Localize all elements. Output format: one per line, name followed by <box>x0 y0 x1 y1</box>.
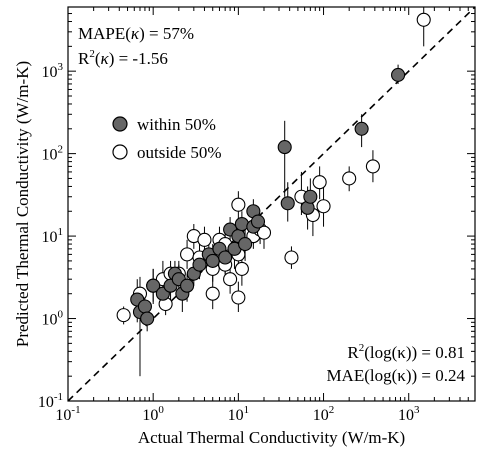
y-tick-label: 102 <box>42 144 64 164</box>
r2-log-annotation: R2(log(κ)) = 0.81 <box>347 342 465 362</box>
point-outside-50 <box>205 286 220 301</box>
legend: within 50% outside 50% <box>112 115 222 162</box>
point-outside-50 <box>316 199 331 214</box>
point-within-50 <box>140 311 155 326</box>
mape-kappa: κ <box>131 24 140 43</box>
x-tick-label: 102 <box>313 404 335 424</box>
point-within-50 <box>280 196 295 211</box>
r2-annotation: R2(κ) = -1.56 <box>78 48 168 68</box>
legend-marker-outside <box>112 144 128 160</box>
parity-line-layer <box>68 7 475 401</box>
r2-log-superscript: 2 <box>359 342 365 354</box>
r2-prefix: R <box>78 49 90 68</box>
point-within-50 <box>205 253 220 268</box>
point-within-50 <box>277 140 292 155</box>
y-tick-label: 100 <box>42 309 64 329</box>
mape-suffix: ) = 57% <box>139 24 194 43</box>
y-tick-label: 101 <box>42 226 64 246</box>
x-axis-label: Actual Thermal Conductivity (W/m-K) <box>138 428 405 447</box>
mape-annotation: MAPE(κ) = 57% <box>78 24 194 43</box>
point-outside-50 <box>231 290 246 305</box>
r2-mid: ( <box>95 49 101 68</box>
point-outside-50 <box>231 197 246 212</box>
y-axis-label: Predicted Thermal Conductivity (W/m-K) <box>13 61 32 347</box>
point-outside-50 <box>416 12 431 27</box>
y-tick-label: 103 <box>42 61 64 81</box>
point-within-50 <box>354 121 369 136</box>
point-within-50 <box>180 278 195 293</box>
mae-log-annotation: MAE(log(κ)) = 0.24 <box>326 366 465 385</box>
point-within-50 <box>234 216 249 232</box>
x-tick-label: 103 <box>398 404 420 424</box>
point-outside-50 <box>365 159 380 174</box>
legend-marker-within <box>112 116 128 132</box>
r2-kappa: κ <box>101 49 110 68</box>
point-outside-50 <box>234 261 249 276</box>
x-tick-label: 101 <box>228 404 250 424</box>
parity-line <box>68 7 475 401</box>
point-within-50 <box>192 257 207 272</box>
r2-suffix: ) = -1.56 <box>109 49 168 68</box>
point-outside-50 <box>342 171 357 186</box>
point-outside-50 <box>197 232 212 247</box>
x-tick-label: 10-1 <box>55 404 80 424</box>
y-tick-label: 10-1 <box>38 391 63 411</box>
point-outside-50 <box>312 175 327 190</box>
legend-label-within: within 50% <box>137 115 216 134</box>
x-tick-label: 100 <box>142 404 164 424</box>
r2-superscript: 2 <box>89 48 95 60</box>
point-within-50 <box>238 237 253 252</box>
point-outside-50 <box>180 247 195 262</box>
r2-log-prefix: R <box>347 343 359 362</box>
point-within-50 <box>391 67 406 82</box>
point-within-50 <box>250 214 266 229</box>
point-outside-50 <box>223 272 238 287</box>
mape-prefix: MAPE( <box>78 24 131 43</box>
r2-log-suffix: (log(κ)) = 0.81 <box>364 343 465 362</box>
legend-label-outside: outside 50% <box>137 143 222 162</box>
point-outside-50 <box>256 225 272 240</box>
axis-ticks-layer <box>67 6 476 402</box>
point-within-50 <box>146 278 161 293</box>
point-within-50 <box>137 299 152 314</box>
data-points-layer <box>116 12 431 326</box>
point-within-50 <box>303 189 318 204</box>
tick-labels-layer: 10-1 100 101 102 103 10-1 100 101 102 103 <box>38 61 420 424</box>
point-outside-50 <box>116 308 131 323</box>
error-bars-layer <box>123 7 425 377</box>
plot-frame <box>67 6 476 402</box>
point-within-50 <box>218 250 233 265</box>
point-outside-50 <box>284 250 299 265</box>
